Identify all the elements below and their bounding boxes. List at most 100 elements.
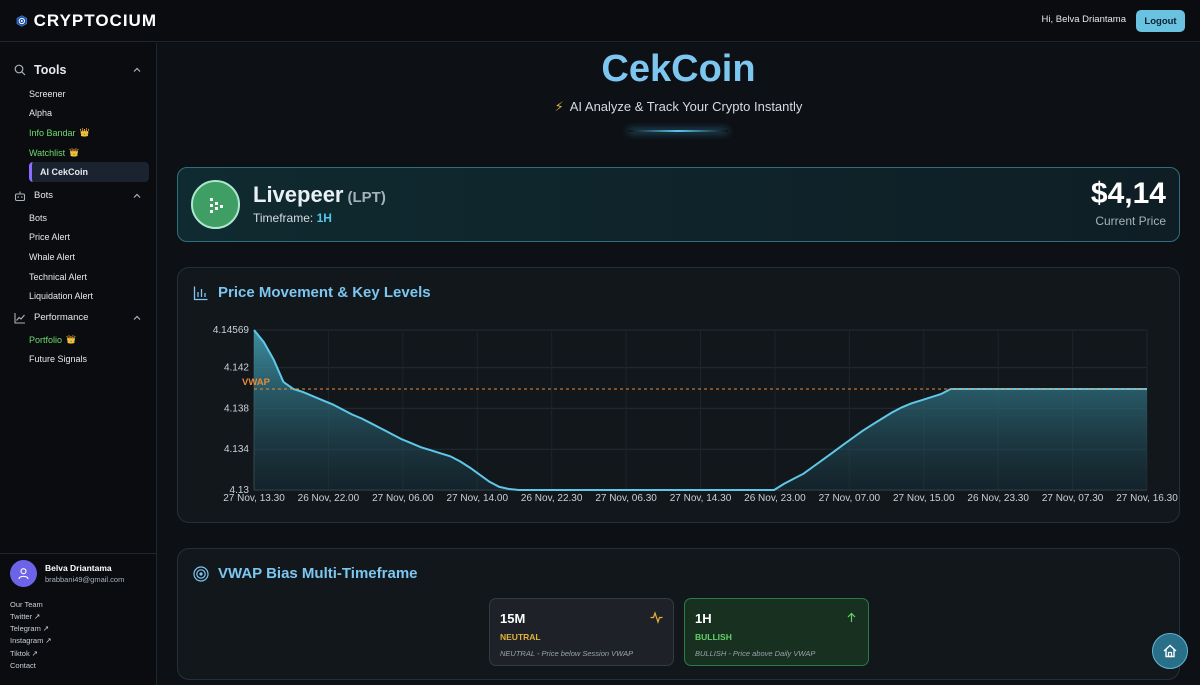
sidebar-section-bots[interactable]: Bots <box>0 185 156 207</box>
footer-link-telegram[interactable]: Telegram ↗ <box>10 624 50 634</box>
sidebar-item-bots[interactable]: Bots <box>29 212 48 223</box>
x-tick-label: 26 Nov, 23.00 <box>744 493 806 504</box>
search-icon <box>14 64 26 76</box>
user-profile[interactable]: Belva Driantama brabbani49@gmail.com <box>0 553 156 593</box>
pulse-icon <box>650 611 663 624</box>
vwap-timeframe-15m[interactable]: 15M NEUTRAL NEUTRAL - Price below Sessio… <box>489 598 674 666</box>
timeframe-name: 1H <box>695 611 712 626</box>
vwap-bias-card: VWAP Bias Multi-Timeframe 15M NEUTRAL NE… <box>177 548 1180 680</box>
sidebar-section-performance[interactable]: Performance <box>0 307 156 329</box>
x-tick-label: 27 Nov, 14.00 <box>446 493 508 504</box>
sidebar-item-technical-alert[interactable]: Technical Alert <box>29 271 88 282</box>
sidebar-section-label: Tools <box>34 63 67 77</box>
cryptocium-logo-icon <box>16 14 27 27</box>
subtitle-text: AI Analyze & Track Your Crypto Instantly <box>569 99 803 114</box>
vwap-timeframe-1h[interactable]: 1H BULLISH BULLISH - Price above Daily V… <box>684 598 869 666</box>
timeframe-name: 15M <box>500 611 526 626</box>
y-tick-label: 4.134 <box>224 444 249 455</box>
x-tick-label: 27 Nov, 06.00 <box>372 493 434 504</box>
crown-icon: 👑 <box>66 335 76 345</box>
sidebar-item-info-bandar[interactable]: Info Bandar 👑 <box>0 123 156 143</box>
title-underline-glow <box>628 130 728 132</box>
x-tick-label: 27 Nov, 14.30 <box>670 493 732 504</box>
page-subtitle: ⚡ AI Analyze & Track Your Crypto Instantl… <box>157 99 1200 115</box>
y-tick-label: 4.138 <box>224 403 249 414</box>
x-axis: 27 Nov, 13.30 26 Nov, 22.00 27 Nov, 06.00 2… <box>223 493 1178 504</box>
footer-link-twitter[interactable]: Twitter ↗ <box>10 612 41 622</box>
coin-symbol: (LPT) <box>347 189 386 206</box>
y-tick-label: 4.13 <box>230 485 250 496</box>
x-tick-label: 26 Nov, 22.30 <box>521 493 583 504</box>
arrow-up-icon <box>847 612 856 622</box>
sidebar-item-portfolio[interactable]: Portfolio 👑 <box>0 330 156 350</box>
chevron-up-icon[interactable] <box>132 313 142 323</box>
x-tick-label: 27 Nov, 16.30 <box>1116 493 1178 504</box>
page-title: CekCoin <box>601 48 756 90</box>
sidebar-item-ai-cekcoin[interactable]: AI CekCoin <box>29 162 149 182</box>
user-icon <box>18 568 29 580</box>
coin-name: Livepeer (LPT) <box>253 182 386 208</box>
sidebar-section-label: Performance <box>34 312 89 324</box>
price-chart[interactable]: VWAP 4.14569 4.142 4.138 4.134 4.13 27 Nov, … <box>178 268 1181 524</box>
logout-button[interactable]: Logout <box>1136 10 1185 32</box>
crown-icon: 👑 <box>69 148 80 158</box>
crown-icon: 👑 <box>79 128 90 138</box>
chevron-up-icon[interactable] <box>132 65 142 75</box>
sidebar-section-label: Bots <box>34 190 54 202</box>
trend-chart-icon <box>14 312 25 324</box>
current-price: $4,14 <box>1090 177 1166 210</box>
sidebar-item-label: Watchlist <box>29 147 66 158</box>
profile-email: brabbani49@gmail.com <box>45 575 125 584</box>
sidebar-item-watchlist[interactable]: Watchlist 👑 <box>0 143 156 163</box>
sidebar-item-liquidation-alert[interactable]: Liquidation Alert <box>29 291 94 302</box>
current-price-label: Current Price <box>1095 214 1166 228</box>
y-tick-label: 4.14569 <box>213 325 250 336</box>
brand[interactable]: CRYPTOCIUM <box>0 9 157 33</box>
x-tick-label: 27 Nov, 07.00 <box>819 493 881 504</box>
target-icon <box>193 566 209 582</box>
profile-name: Belva Driantama <box>45 563 112 573</box>
livepeer-dots-icon <box>209 197 223 213</box>
main-content: CekCoin ⚡ AI Analyze & Track Your Crypto … <box>157 43 1200 685</box>
bias-status: NEUTRAL <box>500 632 541 642</box>
top-bar: CRYPTOCIUM Hi, Belva Driantama Logout <box>0 0 1200 42</box>
sidebar-item-future-signals[interactable]: Future Signals <box>29 354 88 365</box>
footer-link-instagram[interactable]: Instagram ↗ <box>10 636 52 646</box>
sidebar-item-price-alert[interactable]: Price Alert <box>29 232 71 243</box>
home-icon <box>1163 644 1177 658</box>
coin-name-text: Livepeer <box>253 182 344 207</box>
avatar <box>10 560 37 587</box>
coin-timeframe: Timeframe: 1H <box>253 211 332 225</box>
sidebar-item-whale-alert[interactable]: Whale Alert <box>29 251 76 262</box>
brand-name: CRYPTOCIUM <box>33 10 157 30</box>
footer-link-tiktok[interactable]: Tiktok ↗ <box>10 648 39 658</box>
x-tick-label: 27 Nov, 06.30 <box>595 493 657 504</box>
chart-card-title: Price Movement & Key Levels <box>218 284 431 301</box>
x-tick-label: 26 Nov, 23.30 <box>967 493 1029 504</box>
livepeer-logo-icon <box>191 180 240 229</box>
timeframe-value: 1H <box>316 211 332 225</box>
vwap-label: VWAP <box>242 377 271 388</box>
user-greeting: Hi, Belva Driantama <box>1041 14 1126 25</box>
footer-link-our-team[interactable]: Our Team <box>10 599 43 609</box>
home-button[interactable] <box>1152 633 1188 669</box>
sidebar-item-alpha[interactable]: Alpha <box>29 108 53 119</box>
lightning-icon: ⚡ <box>554 99 564 114</box>
footer-link-contact[interactable]: Contact <box>10 660 36 670</box>
sidebar-item-screener[interactable]: Screener <box>29 88 66 99</box>
vwap-card-title: VWAP Bias Multi-Timeframe <box>218 565 418 582</box>
x-tick-label: 27 Nov, 07.30 <box>1042 493 1104 504</box>
robot-icon <box>14 191 26 202</box>
x-tick-label: 27 Nov, 13.30 <box>223 493 285 504</box>
timeframe-label: Timeframe: <box>253 211 314 225</box>
price-area <box>254 330 1147 490</box>
bias-description: NEUTRAL - Price below Session VWAP <box>500 649 634 658</box>
chevron-up-icon[interactable] <box>132 191 142 201</box>
footer-links: Our Team Twitter ↗ Telegram ↗ Instagram … <box>10 600 52 673</box>
y-axis: 4.14569 4.142 4.138 4.134 4.13 <box>213 325 250 496</box>
sidebar: Tools Screener Alpha Info Bandar 👑 Watchl… <box>0 43 157 685</box>
sidebar-item-label: Portfolio <box>29 334 63 345</box>
coin-info-card: Livepeer (LPT) Timeframe: 1H $4,14 Curren… <box>177 167 1180 242</box>
y-tick-label: 4.142 <box>224 363 249 374</box>
sidebar-section-tools[interactable]: Tools <box>0 59 156 81</box>
